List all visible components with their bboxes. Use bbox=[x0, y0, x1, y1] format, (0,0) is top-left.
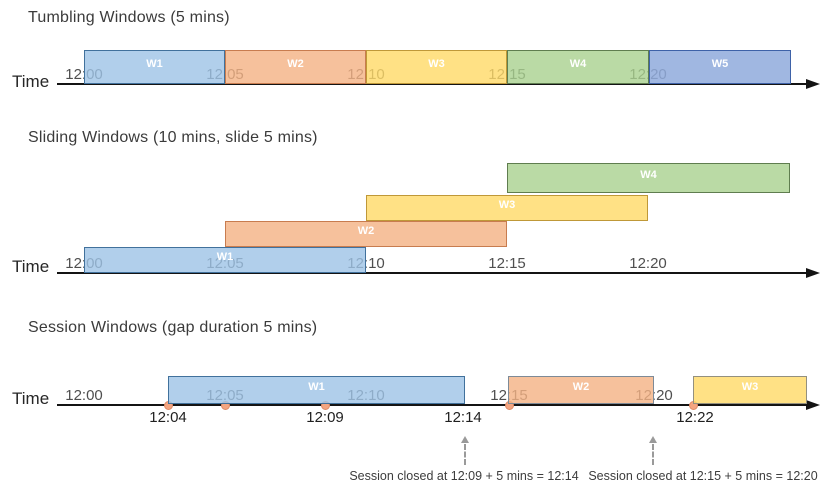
window-bar-w4 bbox=[507, 163, 790, 193]
window-label-w1: W1 bbox=[146, 58, 163, 70]
window-label-w1: W1 bbox=[308, 381, 325, 393]
window-label-w3: W3 bbox=[428, 58, 445, 70]
window-label-w5: W5 bbox=[711, 58, 729, 70]
window-bar-w3 bbox=[366, 195, 648, 221]
window-label-w2: W2 bbox=[572, 381, 590, 393]
event-time-label: 12:09 bbox=[306, 409, 344, 426]
session-closed-annotation: Session closed at 12:09 + 5 mins = 12:14 bbox=[349, 469, 579, 483]
window-label-w4: W4 bbox=[569, 58, 587, 70]
window-bar-w4 bbox=[507, 50, 649, 84]
timeline-axis bbox=[57, 272, 806, 274]
callout-arrow-icon bbox=[460, 436, 469, 443]
session-section-title: Session Windows (gap duration 5 mins) bbox=[28, 319, 318, 336]
session-time-axis-label: Time bbox=[12, 389, 50, 408]
event-time-label: 12:04 bbox=[149, 409, 187, 426]
window-label-w2: W2 bbox=[287, 58, 304, 70]
window-bar-w3 bbox=[366, 50, 507, 84]
timeline-arrowhead-icon bbox=[806, 79, 820, 89]
tick-label: 12:00 bbox=[65, 387, 103, 404]
callout-arrow-line bbox=[464, 444, 466, 465]
timeline-arrowhead-icon bbox=[806, 400, 820, 410]
tumbling-section-title: Tumbling Windows (5 mins) bbox=[28, 9, 230, 26]
event-time-label: 12:14 bbox=[444, 409, 482, 426]
tumbling-time-axis-label: Time bbox=[12, 72, 50, 91]
event-time-label: 12:22 bbox=[676, 409, 714, 426]
window-bar-w1 bbox=[84, 247, 366, 273]
timeline-arrowhead-icon bbox=[806, 268, 820, 278]
sliding-time-axis-label: Time bbox=[12, 257, 50, 276]
sliding-section-title: Sliding Windows (10 mins, slide 5 mins) bbox=[28, 129, 318, 146]
timeline-axis bbox=[57, 404, 806, 406]
window-label-w3: W3 bbox=[498, 199, 516, 211]
window-bar-w2 bbox=[225, 221, 507, 247]
timeline-axis bbox=[57, 83, 806, 85]
tick-label: 12:15 bbox=[488, 255, 526, 272]
window-bar-w5 bbox=[649, 50, 791, 84]
window-label-w4: W4 bbox=[640, 169, 657, 181]
window-bar-w2 bbox=[225, 50, 366, 84]
window-bar-w2 bbox=[508, 376, 654, 404]
session-closed-annotation: Session closed at 12:15 + 5 mins = 12:20 bbox=[588, 469, 818, 483]
callout-arrow-line bbox=[652, 444, 654, 465]
window-label-w1: W1 bbox=[216, 251, 234, 263]
window-bar-w3 bbox=[693, 376, 807, 404]
window-bar-w1 bbox=[84, 50, 225, 84]
tick-label: 12:20 bbox=[629, 255, 667, 272]
window-label-w2: W2 bbox=[357, 225, 375, 237]
callout-arrow-icon bbox=[648, 436, 657, 443]
window-bar-w1 bbox=[168, 376, 465, 404]
window-label-w3: W3 bbox=[741, 381, 759, 393]
